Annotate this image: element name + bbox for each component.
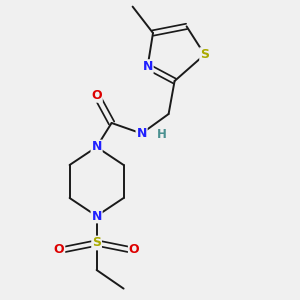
Text: N: N: [136, 127, 147, 140]
Text: S: S: [92, 236, 101, 250]
Text: N: N: [92, 140, 102, 154]
Text: N: N: [142, 60, 153, 73]
Text: S: S: [200, 48, 209, 61]
Text: O: O: [129, 243, 140, 256]
Text: O: O: [54, 243, 64, 256]
Text: O: O: [91, 89, 102, 102]
Text: N: N: [92, 209, 102, 223]
Text: H: H: [157, 128, 167, 142]
